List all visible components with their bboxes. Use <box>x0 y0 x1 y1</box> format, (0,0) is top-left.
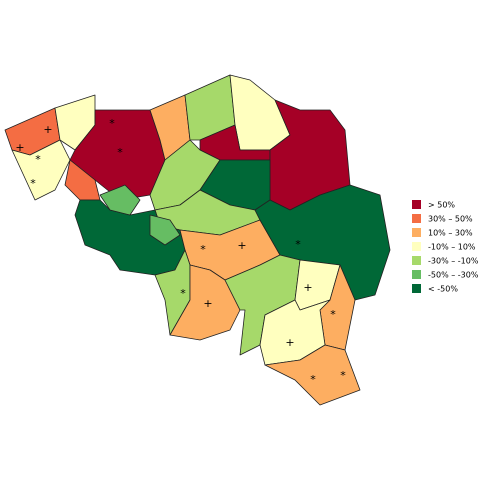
marker: * <box>340 369 346 382</box>
legend-swatch <box>412 228 421 237</box>
marker: + <box>43 123 52 136</box>
legend-label: > 50% <box>428 201 455 210</box>
symbols: + + * * * * * * + * + + * + * * <box>15 117 346 386</box>
marker: * <box>30 177 36 190</box>
legend-swatch <box>412 214 421 223</box>
legend-label: 30% – 50% <box>428 215 473 224</box>
marker: + <box>203 297 212 310</box>
region <box>259 299 331 366</box>
marker: * <box>109 117 115 130</box>
region <box>99 184 141 216</box>
regions <box>4 74 391 406</box>
marker: * <box>310 373 316 386</box>
region <box>169 264 241 341</box>
marker: * <box>35 153 41 166</box>
legend-swatch <box>412 256 421 265</box>
legend: > 50% 30% – 50% 10% – 30% -10% – 10% -30% – … <box>412 200 479 294</box>
marker: * <box>295 238 301 251</box>
legend-swatch <box>412 284 421 293</box>
marker: * <box>330 308 336 321</box>
marker: * <box>180 287 186 300</box>
marker: + <box>285 336 294 349</box>
legend-label: < -50% <box>428 285 458 294</box>
region <box>264 344 361 406</box>
marker: + <box>15 141 24 154</box>
marker: + <box>237 239 246 252</box>
region <box>149 214 181 246</box>
marker: * <box>200 243 206 256</box>
marker: + <box>303 281 312 294</box>
legend-swatch <box>412 242 421 251</box>
legend-label: 10% – 30% <box>428 229 473 238</box>
legend-label: -10% – 10% <box>428 243 476 252</box>
marker: * <box>117 146 123 159</box>
legend-label: -30% – -10% <box>428 257 479 266</box>
legend-swatch <box>412 270 421 279</box>
legend-swatch <box>412 200 421 209</box>
legend-label: -50% – -30% <box>428 271 479 280</box>
